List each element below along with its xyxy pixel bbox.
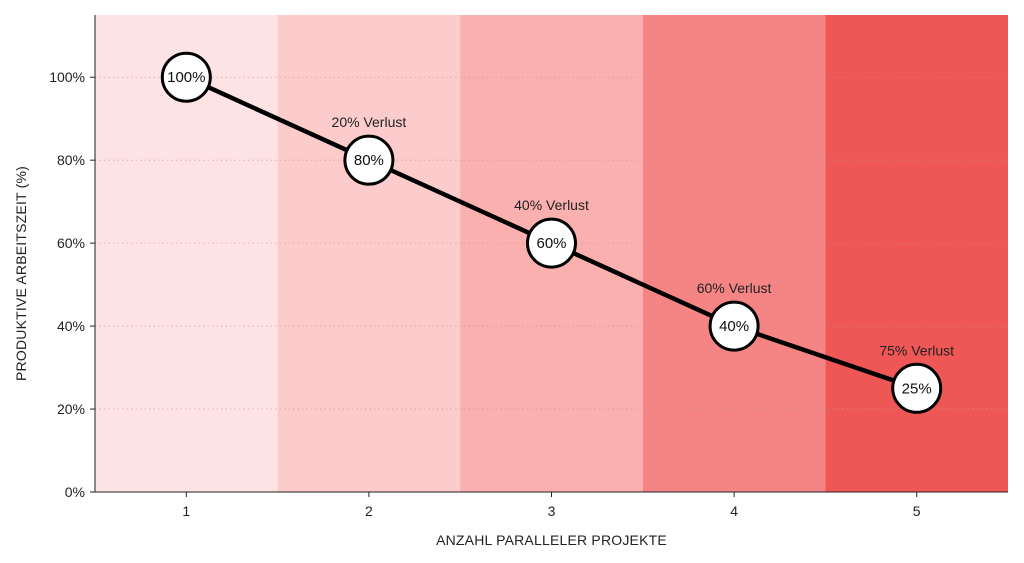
data-point-label: 25% <box>902 380 932 397</box>
y-tick-label: 60% <box>57 235 85 251</box>
data-point-marker <box>891 362 943 414</box>
data-points: 100% 80% 60% 40% 25% <box>160 51 943 414</box>
background-band <box>277 15 461 492</box>
data-point-label: 60% <box>536 235 566 252</box>
loss-annotation: 40% Verlust <box>514 197 589 213</box>
x-tick-label: 2 <box>365 503 373 519</box>
background-band <box>825 15 1008 492</box>
loss-annotation: 75% Verlust <box>879 342 954 358</box>
data-point-marker <box>526 217 577 269</box>
y-tick-label: 20% <box>57 401 85 417</box>
x-tick-label: 3 <box>548 503 556 519</box>
y-tick-label: 0% <box>65 484 85 500</box>
loss-annotation: 20% Verlust <box>332 114 407 130</box>
y-tick-label: 80% <box>57 152 85 168</box>
data-point-label: 40% <box>719 318 749 335</box>
x-tick-label: 4 <box>730 503 738 519</box>
annotations: 20% Verlust 40% Verlust 60% Verlust 75% Ver… <box>332 114 955 358</box>
y-tick-label: 100% <box>49 69 85 85</box>
background-band <box>642 15 826 492</box>
x-ticks: 1 2 3 4 5 <box>182 492 921 519</box>
data-point-marker <box>343 134 395 186</box>
y-ticks: 0% 20% 40% 60% 80% 100% <box>49 69 95 500</box>
loss-annotation: 60% Verlust <box>697 280 772 296</box>
y-tick-label: 40% <box>57 318 85 334</box>
x-tick-label: 5 <box>913 503 921 519</box>
data-point-label: 80% <box>354 152 384 169</box>
grid-lines <box>95 76 1008 410</box>
data-point-marker <box>160 51 212 103</box>
y-axis-title: PRODUKTIVE ARBEITSZEIT (%) <box>13 166 29 381</box>
data-point-label: 100% <box>167 69 205 86</box>
data-point-marker <box>708 300 760 352</box>
x-tick-label: 1 <box>182 503 190 519</box>
x-axis-title: ANZAHL PARALLELER PROJEKTE <box>436 532 667 548</box>
